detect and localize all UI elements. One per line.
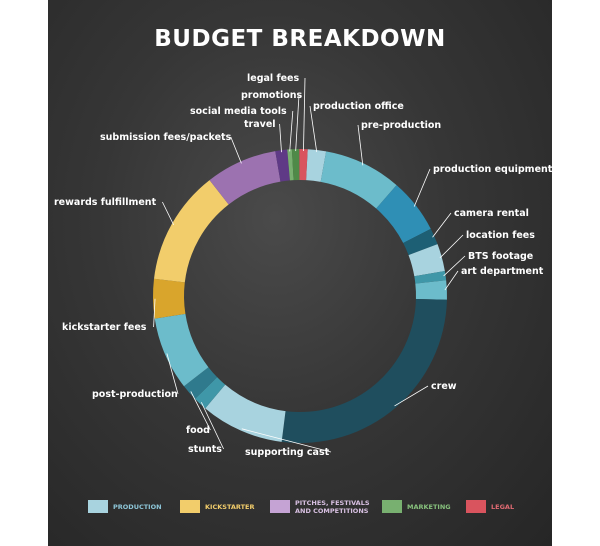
leader-line-post-production (166, 353, 179, 395)
legend: PRODUCTION KICKSTARTER PITCHES, FESTIVALS A… (88, 499, 514, 515)
slice-label-production-equipment: production equipment (433, 164, 552, 175)
slice-label-social-media-tools: social media tools (190, 106, 287, 117)
leader-line-crew (394, 385, 429, 407)
slice-label-legal-fees: legal fees (247, 73, 299, 84)
slice-location-fees (408, 244, 445, 277)
slice-label-crew: crew (431, 381, 457, 392)
legend-label-pitches-festivals-and-competitions: PITCHES, FESTIVALS AND COMPETITIONS (295, 499, 370, 515)
slice-crew (281, 298, 447, 443)
slice-label-location-fees: location fees (466, 230, 535, 241)
legend-label-kickstarter: KICKSTARTER (205, 503, 255, 511)
slice-label-production-office: production office (313, 101, 404, 112)
slice-camera-rental (403, 228, 438, 256)
leader-line-travel (279, 123, 282, 153)
slice-submission-fees-packets (209, 151, 281, 205)
slice-label-kickstarter-fees: kickstarter fees (62, 322, 147, 333)
leader-line-production-office (309, 105, 318, 153)
legend-swatch-pitches-festivals-and-competitions (270, 500, 290, 513)
leader-line-art-department (444, 270, 459, 291)
leader-line-stunts (200, 402, 224, 450)
leader-line-pre-production (357, 124, 364, 166)
leader-line-location-fees (439, 234, 464, 259)
slice-label-bts-footage: BTS footage (468, 251, 533, 262)
slice-promotions (291, 149, 300, 181)
slice-rewards-fulfillment (154, 180, 229, 283)
slice-production-office (306, 149, 327, 182)
slice-label-art-department: art department (461, 266, 544, 277)
slice-pre-production (320, 151, 397, 209)
slice-social-media-tools (287, 149, 294, 181)
legend-swatch-marketing (382, 500, 402, 513)
leader-line-promotions (295, 94, 300, 152)
leader-line-kickstarter-fees (153, 298, 156, 328)
slice-label-supporting-cast: supporting cast (245, 447, 330, 458)
legend-label-legal: LEGAL (491, 503, 514, 511)
slice-supporting-cast (205, 384, 286, 442)
slice-labels: production office pre-production productio… (54, 73, 552, 458)
chart-title: BUDGET BREAKDOWN (154, 26, 445, 52)
slice-kickstarter-fees (153, 278, 186, 319)
legend-label-production: PRODUCTION (113, 503, 162, 511)
leader-line-social-media-tools (289, 110, 294, 152)
slice-label-travel: travel (244, 119, 276, 130)
chart-board: BUDGET BREAKDOWN production office pre-pr… (48, 0, 552, 546)
slice-label-post-production: post-production (92, 389, 178, 400)
slice-label-submission-fees-packets: submission fees/packets (100, 132, 232, 143)
leader-line-supporting-cast (241, 428, 332, 453)
legend-swatch-production (88, 500, 108, 513)
slice-label-stunts: stunts (188, 444, 222, 455)
slice-label-promotions: promotions (241, 90, 303, 101)
slice-label-rewards-fulfillment: rewards fulfillment (54, 197, 157, 208)
slice-bts-footage (414, 271, 447, 284)
slice-label-food: food (186, 425, 210, 436)
slice-art-department (415, 280, 448, 300)
donut-slices (153, 148, 448, 443)
legend-swatch-legal (466, 500, 486, 513)
slice-travel (275, 149, 290, 182)
leader-line-food (190, 391, 211, 431)
legend-swatch-kickstarter (180, 500, 200, 513)
slice-stunts (194, 377, 226, 409)
leader-line-submission-fees-packets (230, 136, 242, 164)
leader-line-bts-footage (443, 255, 466, 277)
slice-food (183, 367, 218, 399)
slice-legal-fees (299, 148, 308, 181)
slice-production-equipment (376, 185, 431, 244)
leader-line-legal-fees (303, 77, 306, 152)
slice-post-production (154, 313, 209, 387)
slice-label-pre-production: pre-production (361, 120, 441, 131)
leader-line-production-equipment (413, 168, 431, 207)
leader-line-camera-rental (432, 212, 452, 238)
budget-donut-chart: BUDGET BREAKDOWN production office pre-pr… (54, 26, 552, 515)
slice-label-camera-rental: camera rental (454, 208, 529, 219)
leader-line-rewards-fulfillment (162, 201, 175, 226)
legend-label-marketing: MARKETING (407, 503, 451, 511)
